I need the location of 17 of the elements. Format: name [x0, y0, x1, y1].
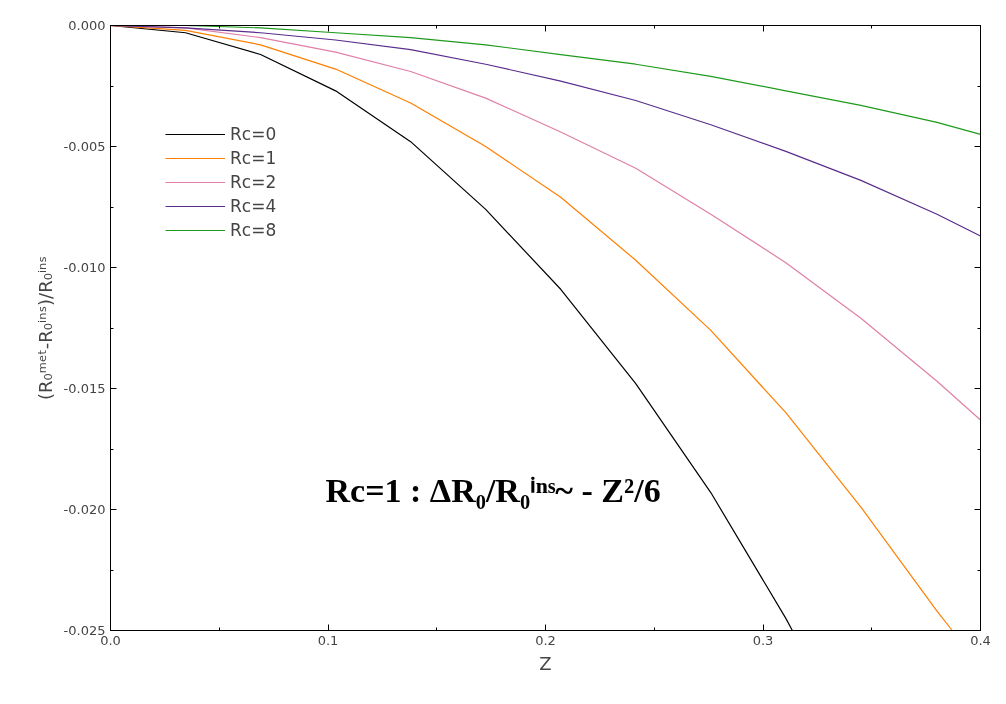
legend-label: Rc=1 [230, 148, 277, 168]
y-axis-title: (R₀ᵐᵉᵗ-R₀ⁱⁿˢ)/R₀ⁱⁿˢ [34, 255, 56, 400]
y-tick-label: -0.010 [63, 260, 106, 275]
y-tick-label: -0.015 [63, 381, 106, 396]
x-tick-label: 0.4 [970, 632, 991, 648]
annotation: Rc=1 : ΔR₀/R₀ⁱⁿˢ~ - Z²/6 [325, 472, 661, 509]
x-tick-label: 0.2 [535, 632, 556, 648]
legend-label: Rc=0 [230, 124, 277, 144]
y-tick-label: -0.005 [63, 139, 106, 154]
legend-label: Rc=8 [230, 220, 277, 240]
legend-label: Rc=4 [230, 196, 277, 216]
y-tick-label: -0.020 [63, 502, 106, 517]
legend-label: Rc=2 [230, 172, 277, 192]
x-tick-label: 0.1 [317, 632, 339, 648]
y-tick-label: 0.000 [68, 18, 106, 33]
x-axis-title: Z [539, 652, 552, 674]
x-tick-label: 0.3 [752, 632, 774, 648]
